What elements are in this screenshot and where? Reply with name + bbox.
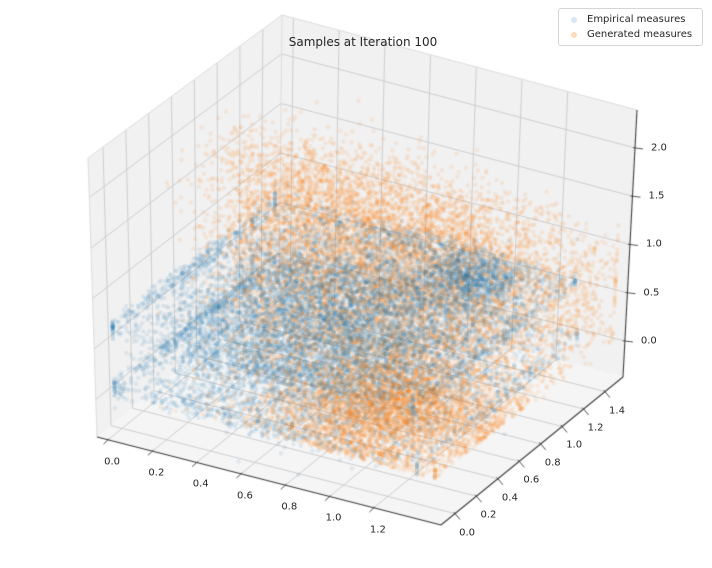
legend: Empirical measures Generated measures — [558, 8, 703, 46]
z-tick-label: 2.0 — [651, 142, 667, 154]
legend-marker-generated-icon — [571, 31, 577, 38]
x-tick-label: 1.2 — [369, 524, 386, 536]
z-tick-label: 0.0 — [640, 335, 657, 347]
y-tick-label: 0.4 — [501, 492, 518, 504]
chart-title: Samples at Iteration 100 — [288, 35, 438, 49]
y-tick-label: 1.2 — [587, 422, 604, 434]
x-tick-label: 0.6 — [237, 490, 253, 502]
z-tick-label: 0.5 — [643, 287, 660, 299]
z-tick-label: 1.5 — [648, 190, 665, 202]
legend-item-empirical: Empirical measures — [563, 12, 696, 27]
y-tick-label: 1.4 — [609, 405, 625, 417]
legend-label-generated: Generated measures — [587, 29, 693, 40]
legend-marker-empirical-icon — [571, 16, 577, 23]
z-tick-label: 1.0 — [645, 238, 662, 250]
legend-label-empirical: Empirical measures — [587, 14, 686, 25]
y-tick-label: 0.0 — [459, 527, 475, 539]
x-tick-label: 0.4 — [192, 478, 209, 490]
y-tick-label: 1.0 — [566, 439, 583, 451]
x-tick-label: 0.8 — [281, 501, 298, 513]
y-tick-label: 0.6 — [523, 474, 540, 486]
y-tick-label: 0.2 — [480, 509, 497, 521]
y-tick-label: 0.8 — [544, 457, 561, 469]
x-tick-label: 1.0 — [325, 512, 342, 524]
x-tick-label: 0.0 — [104, 456, 121, 468]
legend-item-generated: Generated measures — [563, 27, 696, 42]
x-tick-label: 0.2 — [148, 467, 165, 479]
